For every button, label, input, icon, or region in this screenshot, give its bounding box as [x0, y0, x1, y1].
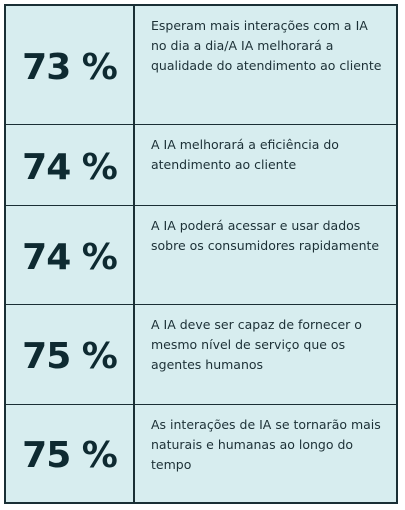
description-cell: A IA melhorará a eficiência do atendimen…: [135, 125, 396, 206]
stats-table: 73 % Esperam mais interações com a IA no…: [4, 4, 398, 504]
percentage-cell: 75 %: [6, 305, 135, 405]
description-cell: A IA poderá acessar e usar dados sobre o…: [135, 206, 396, 305]
description-text: As interações de IA se tornarão mais nat…: [151, 417, 381, 472]
description-cell: Esperam mais interações com a IA no dia …: [135, 6, 396, 125]
description-cell: As interações de IA se tornarão mais nat…: [135, 405, 396, 502]
percentage-value: 73 %: [22, 46, 118, 88]
percentage-value: 74 %: [22, 146, 118, 188]
percentage-value: 75 %: [22, 435, 118, 476]
percentage-value: 75 %: [22, 336, 118, 377]
percentage-cell: 74 %: [6, 206, 135, 305]
description-cell: A IA deve ser capaz de fornecer o mesmo …: [135, 305, 396, 405]
description-text: A IA melhorará a eficiência do atendimen…: [151, 137, 339, 172]
description-text: A IA deve ser capaz de fornecer o mesmo …: [151, 317, 362, 372]
percentage-value: 74 %: [22, 236, 118, 278]
percentage-cell: 73 %: [6, 6, 135, 125]
description-text: Esperam mais interações com a IA no dia …: [151, 18, 382, 73]
percentage-cell: 74 %: [6, 125, 135, 206]
description-text: A IA poderá acessar e usar dados sobre o…: [151, 218, 380, 253]
percentage-cell: 75 %: [6, 405, 135, 502]
